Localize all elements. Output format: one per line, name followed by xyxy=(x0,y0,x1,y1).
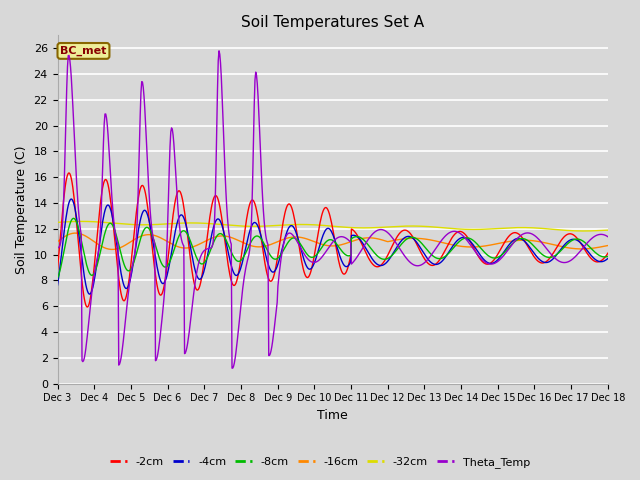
-16cm xyxy=(284,235,291,241)
-16cm xyxy=(232,237,239,242)
-4cm xyxy=(446,247,454,253)
-8cm xyxy=(231,256,239,262)
-32cm xyxy=(54,219,61,225)
-8cm xyxy=(124,267,131,273)
Theta_Temp xyxy=(54,245,61,251)
-2cm xyxy=(65,170,73,176)
Theta_Temp xyxy=(284,232,291,238)
-4cm xyxy=(54,282,61,288)
-2cm xyxy=(124,285,132,291)
-16cm xyxy=(261,243,269,249)
-8cm xyxy=(445,250,453,255)
Line: -4cm: -4cm xyxy=(58,199,640,294)
-4cm xyxy=(67,196,75,202)
Theta_Temp xyxy=(215,48,223,54)
-2cm xyxy=(413,242,421,248)
-2cm xyxy=(261,260,269,266)
Theta_Temp xyxy=(261,226,269,232)
-2cm xyxy=(54,266,61,272)
Text: BC_met: BC_met xyxy=(60,46,107,56)
Line: -8cm: -8cm xyxy=(58,218,640,278)
Line: -2cm: -2cm xyxy=(58,173,640,307)
Line: -32cm: -32cm xyxy=(58,221,640,231)
-32cm xyxy=(260,223,268,229)
-32cm xyxy=(124,221,131,227)
-4cm xyxy=(232,273,239,278)
-16cm xyxy=(108,247,116,252)
-16cm xyxy=(54,239,61,244)
Theta_Temp xyxy=(228,365,236,371)
-2cm xyxy=(284,203,291,209)
-8cm xyxy=(70,216,77,221)
-4cm xyxy=(413,240,421,246)
-8cm xyxy=(54,276,61,281)
Legend: -2cm, -4cm, -8cm, -16cm, -32cm, Theta_Temp: -2cm, -4cm, -8cm, -16cm, -32cm, Theta_Te… xyxy=(106,452,534,472)
Line: Theta_Temp: Theta_Temp xyxy=(58,51,640,368)
-4cm xyxy=(261,249,269,255)
Theta_Temp xyxy=(446,229,454,235)
Title: Soil Temperatures Set A: Soil Temperatures Set A xyxy=(241,15,424,30)
-2cm xyxy=(446,238,454,244)
-8cm xyxy=(260,241,268,247)
-2cm xyxy=(84,304,92,310)
-32cm xyxy=(445,226,453,231)
Theta_Temp xyxy=(413,263,421,269)
-32cm xyxy=(231,223,239,228)
-32cm xyxy=(282,222,290,228)
-16cm xyxy=(124,240,132,246)
-8cm xyxy=(413,236,420,241)
Theta_Temp xyxy=(232,350,239,356)
-16cm xyxy=(446,241,454,247)
-16cm xyxy=(71,230,79,236)
-4cm xyxy=(86,291,93,297)
-32cm xyxy=(413,223,420,229)
Line: -16cm: -16cm xyxy=(58,233,640,250)
-16cm xyxy=(413,236,421,241)
Theta_Temp xyxy=(123,308,131,314)
-32cm xyxy=(580,228,588,234)
Y-axis label: Soil Temperature (C): Soil Temperature (C) xyxy=(15,145,28,274)
-4cm xyxy=(284,228,291,234)
-4cm xyxy=(124,284,132,290)
X-axis label: Time: Time xyxy=(317,409,348,422)
-2cm xyxy=(232,280,239,286)
-32cm xyxy=(78,218,86,224)
-8cm xyxy=(282,242,290,248)
